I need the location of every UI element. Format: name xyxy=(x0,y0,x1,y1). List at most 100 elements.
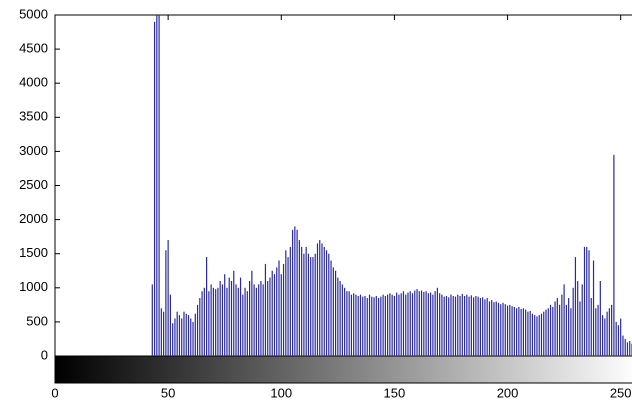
x-tick-label: 0 xyxy=(51,385,58,400)
bar xyxy=(400,293,402,356)
bar xyxy=(448,297,450,356)
bar xyxy=(255,287,257,356)
bar xyxy=(391,294,393,356)
bar xyxy=(434,291,436,356)
bar xyxy=(572,287,574,356)
bar xyxy=(221,284,224,356)
bar xyxy=(377,298,380,356)
bar xyxy=(178,315,181,356)
bar xyxy=(552,306,554,356)
bar xyxy=(484,299,486,356)
bar xyxy=(190,318,192,356)
bar xyxy=(271,270,273,356)
colorbar xyxy=(54,355,632,384)
bar xyxy=(375,295,377,356)
bar xyxy=(169,294,171,356)
bar xyxy=(350,294,353,356)
bar xyxy=(219,280,221,356)
bar xyxy=(488,301,491,356)
bar xyxy=(321,243,323,356)
bar xyxy=(579,301,581,356)
bar xyxy=(357,295,359,356)
bar xyxy=(364,295,366,356)
bar xyxy=(278,260,280,356)
bar xyxy=(423,291,425,356)
bar xyxy=(615,321,617,356)
bar xyxy=(604,318,606,356)
bar xyxy=(450,294,452,356)
bar xyxy=(586,246,588,356)
y-tick-label: 1500 xyxy=(19,245,48,260)
bar xyxy=(599,280,601,356)
bar xyxy=(235,284,237,356)
bar xyxy=(500,304,502,356)
bar xyxy=(339,280,341,356)
bar xyxy=(248,280,251,356)
bar xyxy=(201,291,203,356)
bar xyxy=(407,292,409,356)
bar xyxy=(371,296,373,356)
bar xyxy=(210,284,212,356)
bar xyxy=(314,253,316,356)
bar xyxy=(298,240,300,356)
bar xyxy=(479,298,481,356)
bar xyxy=(301,246,303,356)
bar xyxy=(344,287,346,356)
bar xyxy=(160,308,162,356)
bar xyxy=(554,301,556,356)
bar xyxy=(482,297,484,356)
bar xyxy=(468,296,470,356)
bar xyxy=(253,284,255,356)
bar xyxy=(316,243,319,356)
bar xyxy=(396,292,398,356)
bar xyxy=(556,298,558,356)
bar xyxy=(574,257,577,356)
bar xyxy=(346,291,348,356)
bar xyxy=(497,302,500,356)
bar xyxy=(187,315,190,356)
bar xyxy=(441,294,443,356)
bar xyxy=(495,301,497,356)
bar xyxy=(516,308,518,356)
bar xyxy=(427,293,429,356)
bar xyxy=(558,304,561,356)
bar xyxy=(280,274,282,356)
bar xyxy=(183,311,185,356)
bar xyxy=(276,267,278,356)
bar xyxy=(463,295,466,356)
y-tick-label: 3000 xyxy=(19,143,48,158)
bar xyxy=(199,298,201,356)
bar xyxy=(597,304,599,356)
bar xyxy=(629,340,631,356)
y-tick-label: 0 xyxy=(41,347,48,362)
bar xyxy=(258,284,260,356)
bar xyxy=(181,318,183,356)
bar xyxy=(373,297,375,356)
bar xyxy=(334,270,337,356)
bar xyxy=(323,246,325,356)
bar xyxy=(174,318,176,356)
bar xyxy=(568,298,570,356)
bar xyxy=(527,311,529,356)
bar xyxy=(176,311,178,356)
bar xyxy=(212,287,214,356)
bar xyxy=(511,306,513,356)
x-tick-label: 100 xyxy=(270,385,292,400)
bar xyxy=(153,21,156,356)
bar xyxy=(206,257,208,356)
bar xyxy=(233,270,235,356)
y-tick-label: 2500 xyxy=(19,177,48,192)
bar xyxy=(466,294,468,356)
bar xyxy=(470,295,472,356)
bar xyxy=(520,308,522,356)
bar xyxy=(387,294,389,356)
bar xyxy=(509,304,511,356)
bar xyxy=(439,293,441,356)
bar xyxy=(561,294,563,356)
bar xyxy=(264,263,267,356)
bar xyxy=(328,253,330,356)
bar xyxy=(432,294,434,356)
bar xyxy=(617,325,620,356)
y-tick-label: 2000 xyxy=(19,211,48,226)
